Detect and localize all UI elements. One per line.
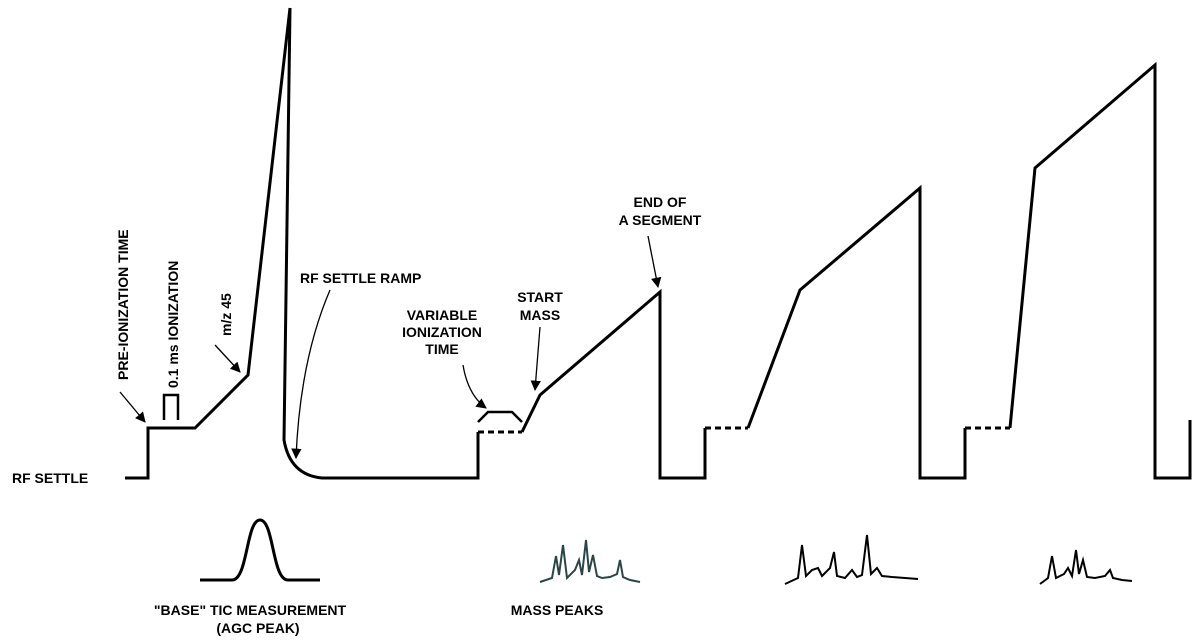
label: (AGC PEAK): [216, 620, 299, 636]
arrow: [530, 326, 541, 392]
waveform: [746, 184, 967, 480]
arrow: [462, 364, 487, 409]
label: A SEGMENT: [619, 212, 702, 228]
waveform: [1008, 61, 1192, 480]
label: TIME: [425, 341, 458, 357]
label: "BASE" TIC MEASUREMENT: [154, 602, 347, 618]
waveform: [520, 288, 707, 480]
arrow: [214, 344, 241, 373]
label: 0.1 ms IONIZATION: [165, 261, 181, 388]
ionization-pulse: [162, 393, 180, 420]
agc-peak: [200, 518, 320, 582]
variable-pulse: [477, 410, 523, 423]
label: END OF: [634, 194, 687, 210]
label: START: [517, 289, 563, 305]
label: IONIZATION: [402, 324, 482, 340]
mass-peaks: [784, 534, 919, 585]
label: MASS PEAKS: [511, 602, 604, 618]
mass-peaks: [1039, 549, 1133, 585]
arrow: [119, 391, 146, 423]
label: VARIABLE: [407, 307, 478, 323]
arrow: [291, 289, 331, 460]
arrow: [647, 235, 662, 289]
mass-peaks: [539, 539, 641, 583]
label: MASS: [520, 307, 560, 323]
label: RF SETTLE RAMP: [300, 270, 421, 286]
label: RF SETTLE: [12, 470, 88, 486]
label: m/z 45: [218, 293, 234, 336]
waveform: [125, 7, 480, 480]
label: PRE-IONIZATION TIME: [115, 229, 131, 380]
